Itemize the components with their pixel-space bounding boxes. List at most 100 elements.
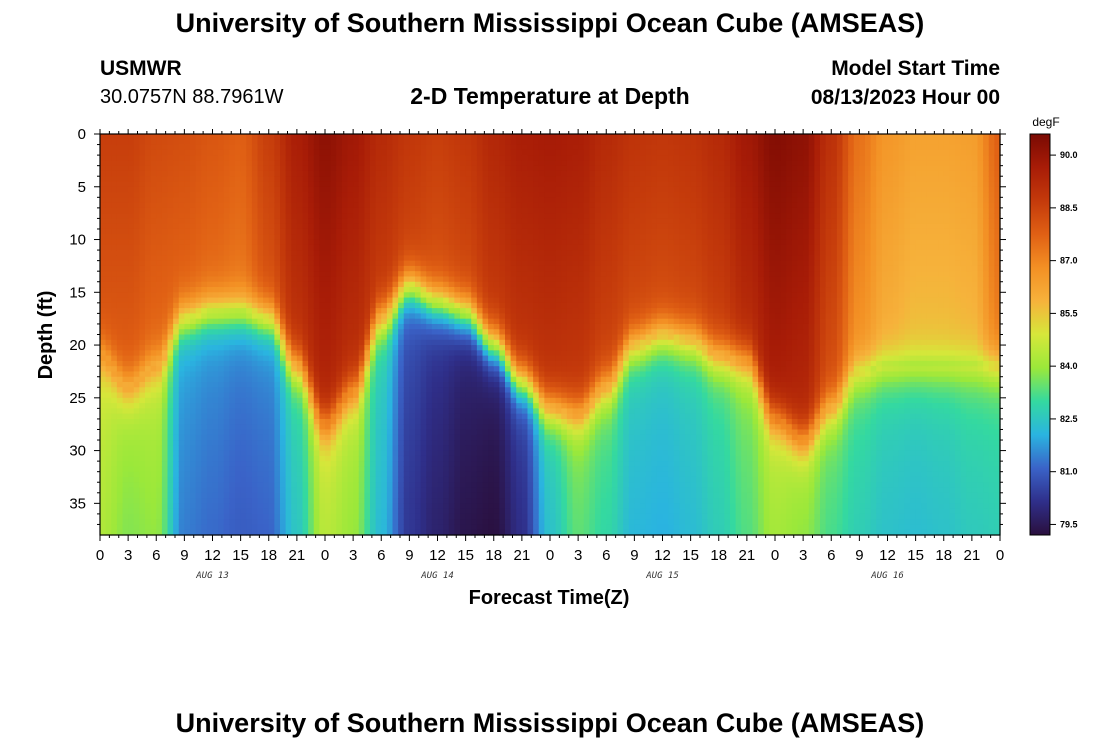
heatmap-cell bbox=[133, 160, 140, 167]
heatmap-cell bbox=[257, 255, 264, 262]
heatmap-cell bbox=[364, 408, 371, 415]
heatmap-cell bbox=[296, 434, 304, 441]
heatmap-cell bbox=[443, 513, 450, 520]
heatmap-cell bbox=[415, 281, 422, 288]
heatmap-cell bbox=[280, 482, 287, 489]
heatmap-cell bbox=[302, 202, 309, 209]
heatmap-cell bbox=[375, 429, 382, 436]
heatmap-cell bbox=[398, 287, 405, 293]
heatmap-cell bbox=[100, 318, 107, 325]
heatmap-cell bbox=[280, 350, 287, 357]
heatmap-cell bbox=[313, 302, 320, 309]
heatmap-cell bbox=[167, 287, 174, 293]
heatmap-cell bbox=[111, 376, 118, 383]
heatmap-cell bbox=[341, 244, 349, 251]
heatmap-cell bbox=[111, 487, 118, 494]
heatmap-cell bbox=[364, 223, 371, 230]
heatmap-cell bbox=[443, 450, 450, 457]
heatmap-cell bbox=[206, 213, 214, 220]
heatmap-cell bbox=[280, 440, 287, 446]
heatmap-cell bbox=[263, 466, 270, 473]
heatmap-cell bbox=[465, 134, 472, 140]
heatmap-cell bbox=[139, 276, 146, 283]
heatmap-cell bbox=[139, 450, 146, 457]
heatmap-cell bbox=[431, 418, 439, 425]
heatmap-cell bbox=[195, 329, 202, 336]
heatmap-cell bbox=[403, 192, 410, 198]
heatmap-cell bbox=[336, 239, 343, 246]
heatmap-cell bbox=[105, 244, 112, 251]
heatmap-cell bbox=[426, 371, 433, 378]
heatmap-cell bbox=[235, 334, 242, 341]
heatmap-cell bbox=[437, 487, 444, 494]
heatmap-cell bbox=[268, 366, 275, 373]
heatmap-cell bbox=[302, 139, 309, 146]
heatmap-cell bbox=[139, 234, 146, 241]
heatmap-cell bbox=[454, 366, 461, 373]
heatmap-cell bbox=[443, 434, 450, 441]
heatmap-cell bbox=[218, 323, 225, 330]
heatmap-cell bbox=[111, 434, 118, 441]
heatmap-cell bbox=[178, 403, 185, 409]
heatmap-cell bbox=[173, 250, 180, 256]
heatmap-cell bbox=[128, 513, 135, 520]
heatmap-cell bbox=[128, 476, 135, 483]
heatmap-cell bbox=[145, 160, 152, 167]
heatmap-cell bbox=[325, 487, 332, 494]
heatmap-cell bbox=[426, 445, 433, 452]
heatmap-cell bbox=[431, 297, 439, 304]
heatmap-cell bbox=[240, 149, 247, 156]
heatmap-cell bbox=[319, 376, 326, 383]
heatmap-cell bbox=[381, 360, 388, 367]
heatmap-cell bbox=[156, 466, 163, 473]
heatmap-cell bbox=[201, 134, 208, 140]
heatmap-cell bbox=[206, 223, 214, 230]
heatmap-cell bbox=[139, 413, 146, 420]
heatmap-cell bbox=[268, 498, 275, 504]
heatmap-cell bbox=[358, 271, 365, 278]
heatmap-cell bbox=[201, 234, 208, 241]
heatmap-cell bbox=[325, 292, 332, 299]
heatmap-cell bbox=[353, 461, 360, 468]
heatmap-cell bbox=[431, 165, 439, 172]
heatmap-cell bbox=[426, 271, 433, 278]
heatmap-cell bbox=[409, 292, 416, 299]
heatmap-cell bbox=[268, 318, 275, 325]
heatmap-cell bbox=[145, 482, 152, 489]
heatmap-cell bbox=[443, 228, 450, 235]
heatmap-cell bbox=[223, 297, 230, 304]
heatmap-cell bbox=[420, 503, 427, 510]
heatmap-cell bbox=[285, 524, 292, 531]
heatmap-cell bbox=[454, 176, 461, 183]
heatmap-cell bbox=[308, 234, 315, 241]
heatmap-cell bbox=[443, 476, 450, 483]
heatmap-cell bbox=[206, 360, 214, 367]
heatmap-cell bbox=[392, 170, 399, 177]
heatmap-cell bbox=[398, 181, 405, 188]
heatmap-cell bbox=[212, 202, 219, 209]
heatmap-cell bbox=[313, 218, 320, 225]
heatmap-cell bbox=[308, 244, 315, 251]
heatmap-cell bbox=[105, 292, 112, 299]
heatmap-cell bbox=[381, 244, 388, 251]
heatmap-cell bbox=[319, 381, 326, 388]
heatmap-cell bbox=[370, 387, 377, 394]
heatmap-cell bbox=[184, 387, 191, 394]
heatmap-cell bbox=[341, 466, 349, 473]
heatmap-cell bbox=[274, 323, 281, 330]
heatmap-cell bbox=[291, 228, 298, 235]
heatmap-cell bbox=[167, 371, 174, 378]
heatmap-cell bbox=[274, 176, 281, 183]
heatmap-cell bbox=[263, 418, 270, 425]
heatmap-cell bbox=[268, 265, 275, 272]
heatmap-cell bbox=[431, 155, 439, 161]
heatmap-cell bbox=[319, 492, 326, 499]
heatmap-cell bbox=[178, 139, 185, 146]
heatmap-cell bbox=[415, 244, 422, 251]
heatmap-cell bbox=[302, 424, 309, 431]
heatmap-cell bbox=[150, 213, 157, 220]
heatmap-cell bbox=[302, 440, 309, 446]
heatmap-cell bbox=[111, 371, 118, 378]
heatmap-cell bbox=[285, 192, 292, 198]
heatmap-cell bbox=[100, 376, 107, 383]
